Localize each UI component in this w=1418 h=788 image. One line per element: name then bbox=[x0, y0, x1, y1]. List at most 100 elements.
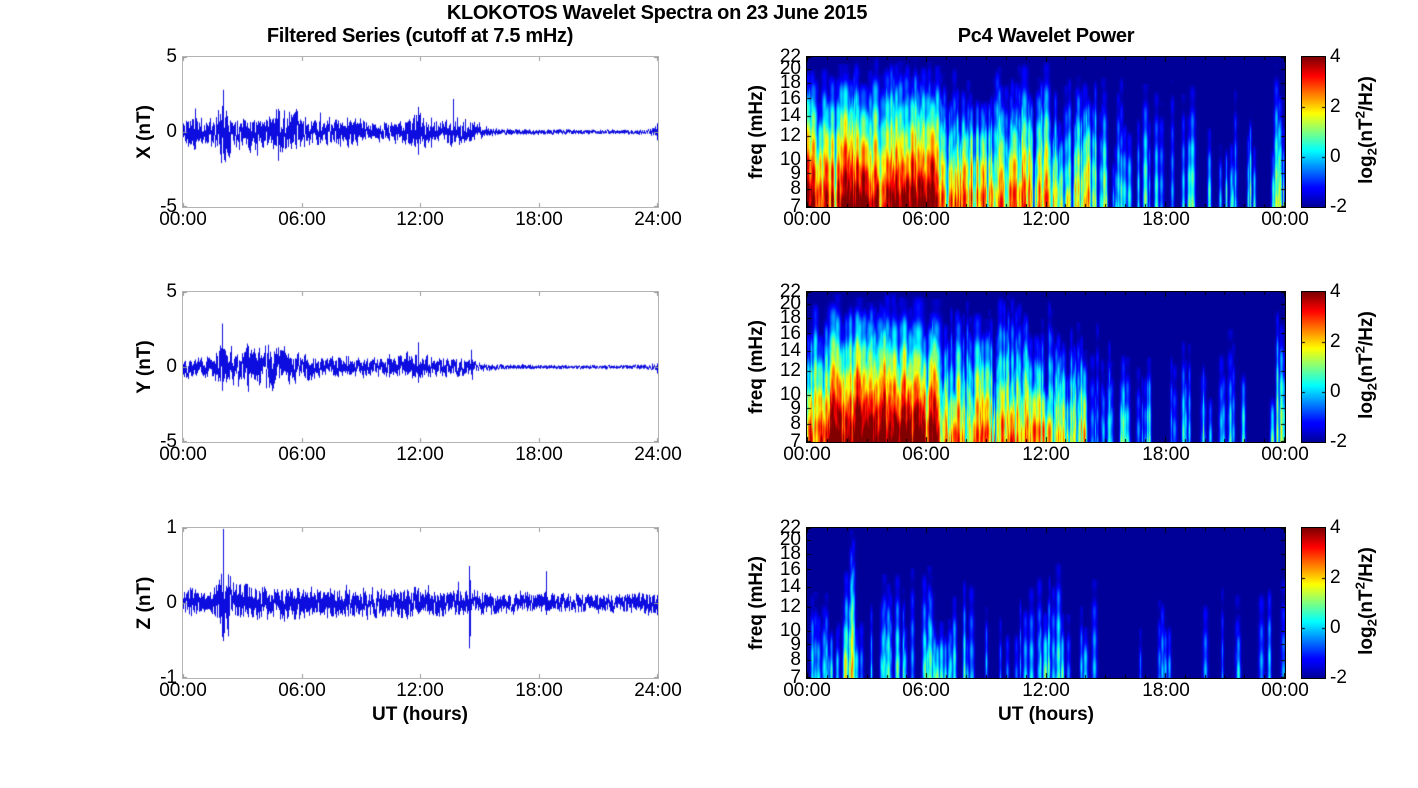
freq-tick-label: 7 bbox=[790, 196, 801, 217]
freq-tick-label: 12 bbox=[779, 125, 801, 146]
freq-tick-label: 18 bbox=[779, 72, 801, 93]
figure-title: KLOKOTOS Wavelet Spectra on 23 June 2015 bbox=[446, 2, 868, 24]
x-tick-label: 12:00 bbox=[396, 680, 444, 701]
freq-tick-label: 18 bbox=[779, 307, 801, 328]
left-column-title: Filtered Series (cutoff at 7.5 mHz) bbox=[266, 25, 574, 47]
freq-tick-label: 20 bbox=[779, 529, 801, 550]
x-tick-label: 18:00 bbox=[515, 209, 563, 230]
y-tick-label: -5 bbox=[160, 196, 177, 217]
x-series-plot-frame bbox=[182, 56, 659, 208]
freq-tick-label: 7 bbox=[790, 431, 801, 452]
colorbar-tick-label: 0 bbox=[1330, 381, 1341, 402]
colorbar-tick-label: 0 bbox=[1330, 146, 1341, 167]
right-column-title: Pc4 Wavelet Power bbox=[957, 25, 1135, 47]
y-tick-label: -5 bbox=[160, 431, 177, 452]
freq-tick-label: 10 bbox=[779, 384, 801, 405]
freq-tick-label: 16 bbox=[779, 88, 801, 109]
x-tick-label: 18:00 bbox=[1142, 680, 1190, 701]
freq-tick-label: 16 bbox=[779, 559, 801, 580]
freq-tick-label: 22 bbox=[779, 517, 801, 538]
x-tick-label: 06:00 bbox=[278, 444, 326, 465]
x-tick-label: 06:00 bbox=[278, 209, 326, 230]
x-tick-label: 00:00 bbox=[159, 680, 207, 701]
colorbar-axis-label: log2(nT2/Hz) bbox=[1352, 547, 1380, 655]
x-tick-label: 06:00 bbox=[278, 680, 326, 701]
x-tick-label: 00:00 bbox=[783, 209, 831, 230]
colorbar-tick-label: 2 bbox=[1330, 567, 1341, 588]
x-tick-label: 12:00 bbox=[1022, 209, 1070, 230]
colorbar-tick-label: -2 bbox=[1330, 196, 1347, 217]
freq-tick-label: 10 bbox=[779, 149, 801, 170]
colorbar bbox=[1302, 57, 1325, 207]
x-tick-label: 00:00 bbox=[783, 444, 831, 465]
x-tick-label: 00:00 bbox=[783, 680, 831, 701]
y-wavelet-spectrogram-frame bbox=[806, 291, 1286, 443]
x-wavelet-spectrogram bbox=[807, 57, 1285, 207]
freq-tick-label: 22 bbox=[779, 281, 801, 302]
x-tick-label: 00:00 bbox=[1261, 444, 1309, 465]
freq-tick-label: 14 bbox=[779, 105, 801, 126]
z-series-plot bbox=[183, 528, 658, 678]
x-tick-label: 18:00 bbox=[515, 680, 563, 701]
x-tick-label: 12:00 bbox=[396, 444, 444, 465]
x-tick-label: 12:00 bbox=[1022, 444, 1070, 465]
x-tick-label: 18:00 bbox=[1142, 209, 1190, 230]
colorbar-tick-label: 4 bbox=[1330, 281, 1341, 302]
x-tick-label: 12:00 bbox=[1022, 680, 1070, 701]
freq-tick-label: 9 bbox=[790, 398, 801, 419]
y-series-plot-frame bbox=[182, 291, 659, 443]
freq-tick-label: 8 bbox=[790, 178, 801, 199]
colorbar-axis-label: log2(nT2/Hz) bbox=[1352, 76, 1380, 184]
colorbar-tick-label: 2 bbox=[1330, 96, 1341, 117]
colorbar bbox=[1302, 292, 1325, 442]
colorbar bbox=[1302, 528, 1325, 678]
x-tick-label: 00:00 bbox=[159, 209, 207, 230]
colorbar-frame bbox=[1301, 56, 1326, 208]
x-tick-label: 12:00 bbox=[396, 209, 444, 230]
y-wavelet-spectrogram bbox=[807, 292, 1285, 442]
x-tick-label: 18:00 bbox=[1142, 444, 1190, 465]
freq-tick-label: 8 bbox=[790, 649, 801, 670]
freq-tick-label: 7 bbox=[790, 667, 801, 688]
freq-tick-label: 10 bbox=[779, 620, 801, 641]
x-series-plot bbox=[183, 57, 658, 207]
x-tick-label: 24:00 bbox=[634, 444, 682, 465]
colorbar-tick-label: 0 bbox=[1330, 617, 1341, 638]
colorbar-axis-label: log2(nT2/Hz) bbox=[1352, 311, 1380, 419]
x-axis-label-right: UT (hours) bbox=[997, 704, 1095, 725]
freq-tick-label: 14 bbox=[779, 340, 801, 361]
x-tick-label: 18:00 bbox=[515, 444, 563, 465]
freq-tick-label: 16 bbox=[779, 323, 801, 344]
y-tick-label: 0 bbox=[166, 356, 177, 377]
x-tick-label: 06:00 bbox=[902, 680, 950, 701]
colorbar-tick-label: -2 bbox=[1330, 667, 1347, 688]
y-tick-label: 5 bbox=[166, 46, 177, 67]
colorbar-tick-label: 4 bbox=[1330, 46, 1341, 67]
z-wavelet-spectrogram bbox=[807, 528, 1285, 678]
freq-tick-label: 9 bbox=[790, 163, 801, 184]
colorbar-frame bbox=[1301, 291, 1326, 443]
colorbar-tick-label: -2 bbox=[1330, 431, 1347, 452]
y-tick-label: -1 bbox=[160, 667, 177, 688]
y-tick-label: 5 bbox=[166, 281, 177, 302]
x-wavelet-spectrogram-frame bbox=[806, 56, 1286, 208]
z-wavelet-spectrogram-frame bbox=[806, 527, 1286, 679]
y-series-plot bbox=[183, 292, 658, 442]
freq-tick-label: 20 bbox=[779, 293, 801, 314]
freq-tick-label: 18 bbox=[779, 543, 801, 564]
freq-tick-label: 12 bbox=[779, 360, 801, 381]
x-tick-label: 06:00 bbox=[902, 444, 950, 465]
x-tick-label: 00:00 bbox=[1261, 680, 1309, 701]
freq-tick-label: 14 bbox=[779, 576, 801, 597]
colorbar-frame bbox=[1301, 527, 1326, 679]
freq-tick-label: 9 bbox=[790, 634, 801, 655]
y-tick-label: 0 bbox=[166, 121, 177, 142]
z-series-plot-frame bbox=[182, 527, 659, 679]
freq-tick-label: 8 bbox=[790, 413, 801, 434]
freq-tick-label: 20 bbox=[779, 58, 801, 79]
x-tick-label: 00:00 bbox=[159, 444, 207, 465]
x-tick-label: 00:00 bbox=[1261, 209, 1309, 230]
colorbar-tick-label: 4 bbox=[1330, 517, 1341, 538]
freq-tick-label: 12 bbox=[779, 596, 801, 617]
